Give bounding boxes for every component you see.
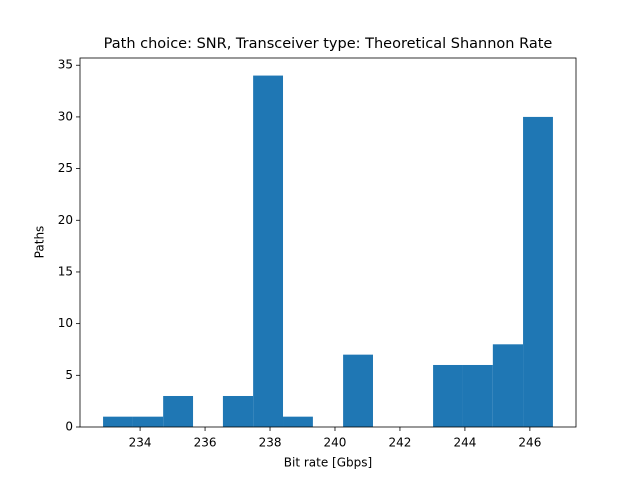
x-tick-label: 244 [453, 436, 476, 450]
y-tick-label: 10 [58, 316, 73, 330]
y-tick-label: 5 [65, 368, 73, 382]
bar [492, 344, 524, 427]
x-axis-label: Bit rate [Gbps] [284, 456, 372, 470]
x-tick-label: 238 [259, 436, 282, 450]
x-tick-label: 234 [129, 436, 152, 450]
y-tick-label: 15 [58, 264, 73, 278]
y-tick-label: 35 [58, 58, 73, 72]
bar [523, 116, 553, 428]
x-tick-label: 242 [388, 436, 411, 450]
x-tick-label: 246 [518, 436, 541, 450]
bar [132, 416, 164, 427]
bar [343, 354, 373, 427]
bar [163, 395, 194, 427]
bar [433, 364, 463, 427]
x-tick-label: 236 [194, 436, 217, 450]
y-tick-label: 25 [58, 161, 73, 175]
y-tick-label: 0 [65, 420, 73, 434]
bar [222, 395, 254, 427]
y-axis-label: Paths [33, 226, 47, 259]
bar [253, 75, 284, 428]
y-tick-label: 30 [58, 109, 73, 123]
plot-frame [79, 57, 577, 428]
bar [462, 364, 493, 427]
y-tick-label: 20 [58, 213, 73, 227]
x-tick-label: 240 [324, 436, 347, 450]
chart-title: Path choice: SNR, Transceiver type: Theo… [104, 36, 553, 52]
bar [103, 416, 133, 427]
bar [283, 416, 313, 427]
